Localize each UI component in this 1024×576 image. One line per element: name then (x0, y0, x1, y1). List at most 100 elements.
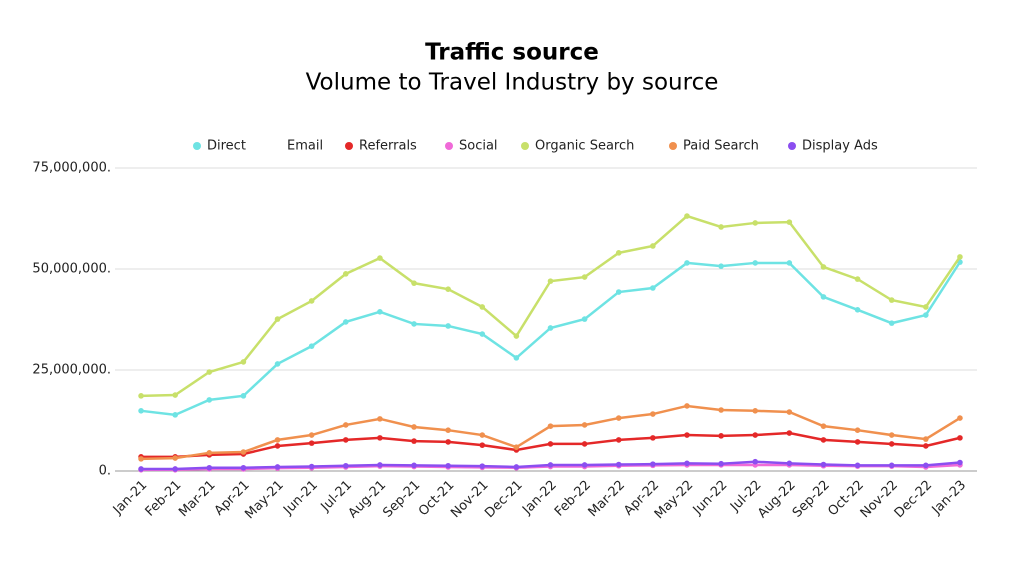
legend-label: Email (287, 139, 323, 154)
data-point (240, 359, 247, 365)
series-line (140, 261, 961, 417)
series-line (141, 404, 961, 461)
data-point (138, 393, 144, 399)
legend-label: Display Ads (802, 139, 878, 154)
data-point (547, 325, 554, 331)
data-point (547, 462, 554, 468)
data-point (854, 307, 861, 313)
data-point (445, 462, 451, 469)
data-point (786, 219, 793, 225)
data-point (581, 422, 588, 428)
data-point (342, 271, 349, 277)
data-point (718, 224, 724, 230)
data-point (684, 460, 690, 467)
x-tick-label: Mar-21 (176, 478, 218, 520)
data-point (274, 437, 281, 443)
data-point (650, 461, 656, 467)
data-point (479, 442, 486, 448)
data-point (308, 298, 315, 304)
data-point (615, 461, 622, 468)
legend-marker (669, 142, 677, 150)
legend-label: Organic Search (535, 139, 634, 154)
series-line (141, 214, 961, 398)
data-point (206, 450, 213, 456)
x-tick-label: Mar-22 (586, 478, 628, 520)
data-point (479, 304, 486, 310)
data-point (445, 439, 451, 445)
legend-marker (345, 142, 353, 150)
data-point (274, 361, 281, 367)
data-point (854, 462, 861, 469)
data-point (650, 435, 656, 441)
data-point (650, 243, 656, 249)
data-point (752, 432, 759, 438)
data-point (820, 461, 827, 468)
data-point (786, 409, 793, 415)
x-tick-label: Jun-22 (690, 478, 731, 519)
data-point (377, 435, 383, 441)
legend-label: Direct (207, 139, 246, 154)
data-point (923, 436, 929, 442)
legend-marker (788, 142, 796, 150)
data-point (752, 408, 759, 414)
data-point (957, 459, 963, 466)
data-point (684, 213, 690, 219)
data-point (513, 464, 520, 470)
y-tick-label: 75,000,000. (32, 161, 111, 176)
legend-marker (445, 142, 453, 150)
x-tick-label: Dec-22 (892, 478, 935, 521)
data-point (718, 407, 724, 413)
data-point (411, 321, 417, 327)
data-point (820, 423, 827, 429)
legend-label: Paid Search (683, 139, 759, 154)
data-point (581, 316, 588, 322)
data-point (888, 320, 895, 326)
x-tick-label: May-22 (652, 478, 696, 522)
data-point (445, 286, 451, 293)
data-point (820, 437, 827, 443)
data-point (308, 343, 315, 349)
legend-marker (273, 142, 281, 150)
data-point (650, 285, 656, 291)
x-tick-label: Aug-21 (346, 478, 390, 522)
data-point (820, 264, 827, 270)
data-point (957, 435, 963, 441)
data-point (308, 440, 315, 446)
data-point (684, 260, 690, 266)
data-point (445, 427, 451, 433)
data-point (888, 441, 895, 447)
data-point (752, 220, 759, 226)
data-point (718, 460, 724, 467)
data-point (342, 319, 349, 325)
data-point (513, 333, 520, 339)
data-point (206, 397, 213, 403)
data-point (957, 254, 963, 260)
data-point (581, 462, 588, 468)
data-point (888, 432, 895, 438)
data-point (342, 422, 349, 428)
data-point (240, 449, 247, 455)
data-point (684, 432, 690, 438)
data-point (479, 331, 486, 337)
x-tick-label: Sep-21 (380, 478, 423, 521)
data-point (172, 392, 178, 398)
data-point (923, 312, 929, 318)
data-point (206, 369, 213, 375)
data-point (411, 438, 417, 444)
data-point (377, 255, 383, 261)
legend-label: Referrals (359, 139, 417, 154)
y-tick-label: 50,000,000. (32, 262, 111, 277)
data-point (547, 441, 554, 447)
data-point (786, 460, 793, 467)
data-point (411, 280, 417, 286)
data-point (650, 411, 656, 417)
data-point (377, 309, 383, 315)
x-tick-label: Feb-22 (552, 478, 594, 520)
legend-marker (193, 142, 201, 150)
data-point (957, 415, 963, 421)
data-point (172, 455, 178, 461)
data-point (411, 424, 417, 430)
data-point (138, 466, 144, 472)
y-tick-label: 0. (99, 464, 111, 479)
